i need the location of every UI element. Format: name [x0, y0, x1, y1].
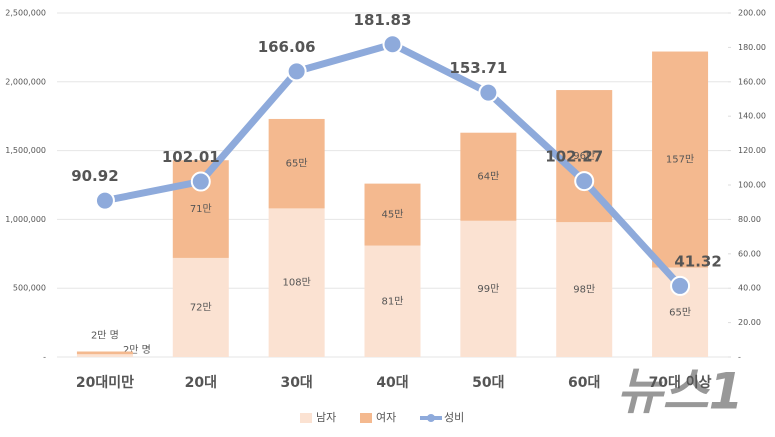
data-label: 45만	[382, 209, 404, 221]
y-tick-label: 1,500,000	[5, 146, 46, 155]
data-label: 108만	[282, 277, 310, 289]
data-label: 65만	[286, 158, 308, 170]
bar	[364, 245, 421, 357]
line-label: 41.32	[674, 252, 721, 270]
line-point	[382, 34, 403, 55]
line-label: 153.71	[449, 59, 507, 77]
data-label: 71만	[190, 203, 212, 215]
y2-tick-label: 180.00	[738, 43, 766, 52]
bar	[268, 208, 325, 357]
x-tick-label: 20대미만	[76, 375, 134, 391]
bar	[556, 222, 613, 357]
y-tick-label: 2,500,000	[5, 9, 46, 18]
y-tick-label: 2,000,000	[5, 77, 46, 86]
legend-label: 남자	[316, 411, 336, 424]
line-label: 181.83	[354, 11, 412, 29]
bar	[364, 183, 421, 246]
line-label: 90.92	[71, 167, 118, 185]
y2-tick-label: 40.00	[738, 284, 761, 293]
y2-tick-label: 80.00	[738, 215, 761, 224]
line-point	[478, 82, 499, 103]
y-tick-label: 1,000,000	[5, 215, 46, 224]
y2-tick-label: 140.00	[738, 112, 766, 121]
watermark: 뉴스1	[617, 363, 744, 421]
y-tick-label: 500,000	[13, 284, 46, 293]
bar	[460, 132, 517, 221]
bar	[76, 354, 133, 357]
data-label: 72만	[190, 301, 212, 313]
y2-tick-label: 60.00	[738, 249, 761, 258]
legend-label: 여자	[376, 411, 396, 424]
bar	[460, 220, 517, 357]
data-label: 157만	[666, 154, 694, 166]
line-point	[94, 190, 115, 211]
x-tick-label: 50대	[472, 375, 504, 391]
data-label: 2만 명	[91, 329, 119, 341]
legend-label: 성비	[444, 411, 464, 424]
bar	[76, 351, 133, 355]
legend-swatch	[360, 413, 372, 423]
line-point	[190, 171, 211, 192]
x-tick-label: 40대	[376, 375, 408, 391]
y2-tick-label: 160.00	[738, 77, 766, 86]
legend-swatch	[300, 413, 312, 423]
line-point	[286, 61, 307, 82]
line-point	[670, 275, 691, 296]
y-tick-label: -	[43, 353, 46, 362]
x-tick-label: 30대	[280, 375, 312, 391]
bar	[268, 118, 325, 209]
y2-tick-label: -	[738, 353, 741, 362]
data-label: 99만	[477, 283, 499, 295]
data-label: 64만	[477, 171, 499, 183]
x-tick-label: 70대 이상	[649, 374, 712, 391]
data-label: 81만	[382, 295, 404, 307]
line-label: 166.06	[258, 38, 316, 56]
data-label: 96만	[573, 150, 595, 162]
line-label: 102.01	[162, 148, 220, 166]
x-tick-label: 20대	[185, 375, 217, 391]
data-label: 98만	[573, 284, 595, 296]
y2-tick-label: 100.00	[738, 181, 766, 190]
y2-tick-label: 120.00	[738, 146, 766, 155]
line-label: 102.27	[545, 148, 603, 166]
x-tick-label: 60대	[568, 375, 600, 391]
data-label: 65만	[669, 306, 691, 318]
bar	[172, 257, 229, 357]
line-point	[574, 171, 595, 192]
legend-swatch	[427, 414, 435, 422]
y2-tick-label: 20.00	[738, 318, 761, 327]
bar	[652, 51, 709, 268]
y2-tick-label: 200.00	[738, 9, 766, 18]
